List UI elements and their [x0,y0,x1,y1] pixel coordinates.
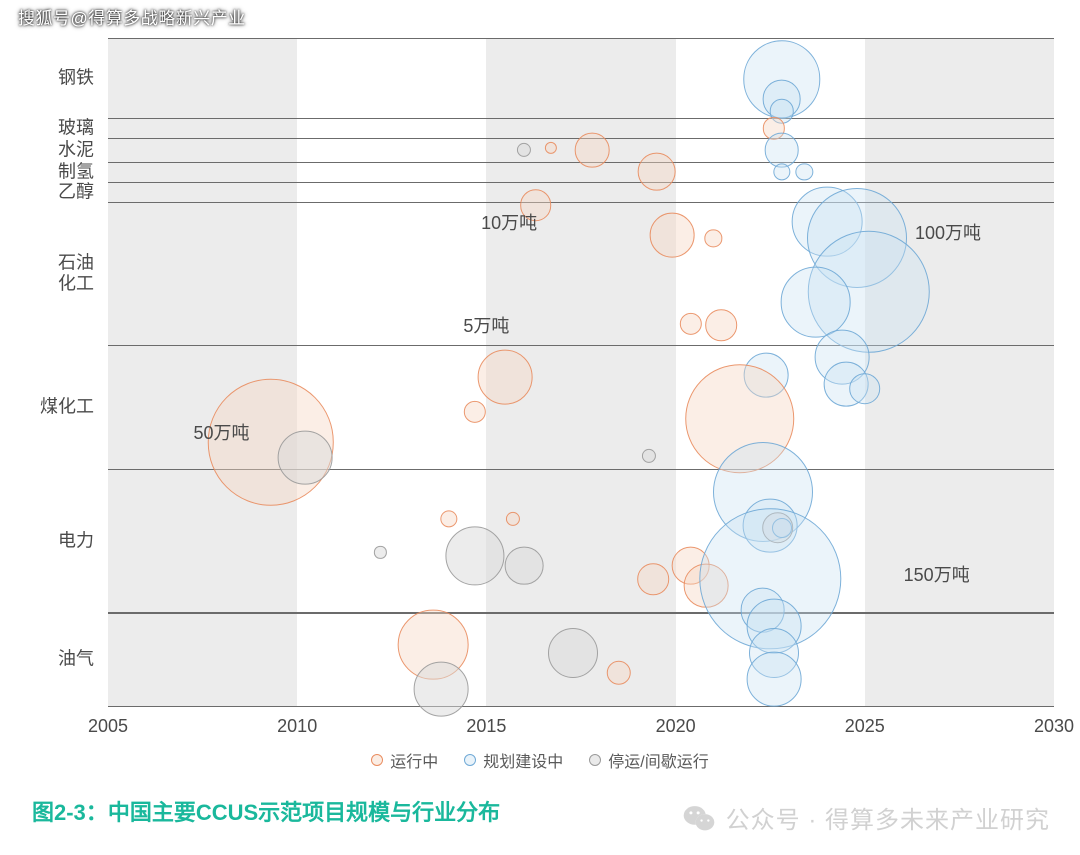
x-tick-label: 2025 [845,706,885,737]
bubble [649,213,694,258]
bubble [575,133,610,168]
row-line [108,345,1054,346]
annotation: 10万吨 [481,209,537,235]
y-category-label: 玻璃 [58,118,108,139]
bubble [374,546,386,558]
legend-label: 运行中 [390,748,438,772]
bubble [277,430,332,485]
legend-swatch [371,754,383,766]
wechat-watermark: 公众号 · 得算多未来产业研究 [682,800,1050,835]
x-tick-label: 2005 [88,706,128,737]
legend: 运行中 规划建设中 停运/间歇运行 [0,748,1080,772]
figure-caption: 图2-3：中国主要CCUS示范项目规模与行业分布 [32,795,500,827]
bubble [637,563,669,595]
bubble [796,163,813,180]
y-category-label: 钢铁 [58,68,108,89]
annotation: 150万吨 [904,561,970,587]
bubble [505,546,544,585]
bubble [637,152,676,191]
x-tick-label: 2010 [277,706,317,737]
wechat-icon [682,801,716,835]
y-category-label: 煤化工 [40,397,108,418]
x-tick-label: 2030 [1034,706,1074,737]
y-category-label: 乙醇 [58,181,108,202]
plot-area: 钢铁玻璃水泥制氢乙醇石油化工煤化工电力油气2005201020152020202… [108,38,1054,706]
y-category-label: 石油化工 [58,253,108,294]
legend-item: 规划建设中 [464,748,563,772]
watermark-top: 搜狐号@得算多战略新兴产业 [18,4,246,29]
y-category-label: 电力 [58,530,108,551]
x-tick-label: 2015 [466,706,506,737]
x-tick-label: 2020 [656,706,696,737]
legend-swatch [589,754,601,766]
annotation: 50万吨 [194,419,250,445]
bubble [780,267,851,338]
row-line [108,612,1054,613]
caption-text: 中国主要CCUS示范项目规模与行业分布 [108,800,500,825]
legend-swatch [464,754,476,766]
row-line [108,38,1054,39]
bubble [440,510,457,527]
annotation: 100万吨 [915,219,981,245]
annotation: 5万吨 [463,312,509,338]
y-category-label: 水泥 [58,140,108,161]
row-line [108,706,1054,707]
bubble [705,230,722,247]
legend-item: 停运/间歇运行 [589,748,708,772]
y-category-label: 油气 [58,649,108,670]
y-category-label: 制氢 [58,161,108,182]
legend-label: 停运/间歇运行 [608,748,708,772]
legend-item: 运行中 [371,748,438,772]
bubble [414,662,469,717]
bubble [464,401,486,423]
wechat-label: 公众号 · 得算多未来产业研究 [726,800,1050,835]
caption-prefix: 图2-3： [32,800,108,825]
bubble [680,313,702,335]
row-line [108,202,1054,203]
bubble [849,373,881,405]
legend-label: 规划建设中 [483,748,563,772]
bubble [747,652,802,707]
bubble [773,163,790,180]
row-line [108,182,1054,183]
bubble [705,309,737,341]
bubble [548,628,598,678]
row-line [108,118,1054,119]
ccus-bubble-chart: 钢铁玻璃水泥制氢乙醇石油化工煤化工电力油气 2005 2010 2015 2020 202… [0,0,1080,765]
bubble [478,350,533,405]
bubble [445,526,504,585]
